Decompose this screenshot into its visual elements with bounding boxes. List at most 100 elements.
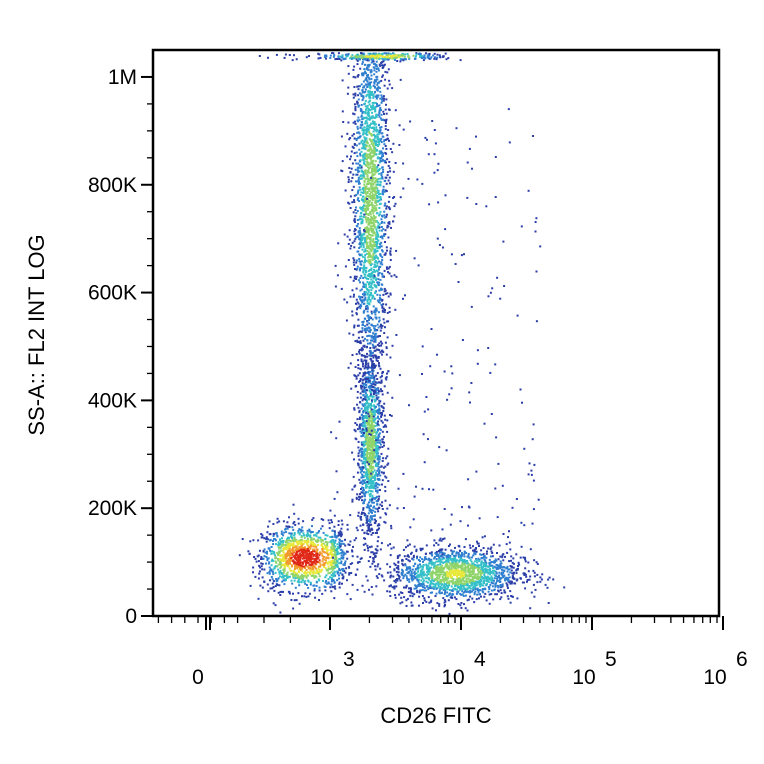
event-dot (368, 546, 371, 549)
event-dot (367, 427, 369, 430)
event-dot (306, 543, 309, 545)
event-dot (340, 552, 343, 554)
event-dot (463, 590, 466, 593)
event-dot (290, 557, 293, 560)
event-dot (430, 574, 433, 577)
event-dot (334, 545, 337, 548)
event-dot (414, 577, 417, 580)
event-dot (298, 546, 301, 549)
event-dot (473, 577, 476, 579)
event-dot (260, 556, 263, 558)
event-dot (524, 556, 526, 559)
event-dot (313, 543, 316, 546)
event-dot (300, 535, 303, 538)
event-dot (528, 578, 531, 581)
event-dot (326, 582, 329, 585)
event-dot (486, 578, 489, 580)
event-dot (372, 178, 375, 181)
event-dot (366, 521, 368, 524)
event-dot (478, 580, 481, 582)
event-dot (341, 170, 344, 173)
event-dot (297, 529, 300, 532)
event-dot (467, 577, 470, 580)
event-dot (482, 568, 485, 571)
event-dot (354, 209, 357, 211)
event-dot (367, 364, 370, 367)
event-dot (282, 568, 285, 571)
event-dot (477, 590, 480, 593)
event-dot (369, 240, 372, 243)
event-dot (367, 330, 370, 333)
event-dot (310, 555, 313, 557)
event-dot (441, 567, 443, 570)
event-dot (367, 420, 370, 423)
event-dot (277, 568, 280, 571)
event-dot (365, 437, 367, 440)
event-dot (378, 483, 381, 486)
event-dot (377, 94, 380, 97)
event-dot (277, 559, 280, 562)
event-dot (374, 487, 377, 490)
event-dot (500, 585, 503, 588)
event-dot (506, 570, 509, 573)
event-dot (465, 584, 468, 587)
event-dot (378, 123, 380, 126)
event-dot (379, 548, 382, 551)
event-dot (381, 508, 384, 510)
event-dot (424, 573, 427, 576)
event-dot (468, 586, 471, 589)
event-dot (387, 295, 390, 298)
event-dot (280, 554, 283, 557)
event-dot (333, 525, 336, 528)
event-dot (485, 571, 488, 574)
event-dot (376, 457, 379, 460)
event-dot (378, 399, 381, 402)
event-dot (338, 552, 341, 555)
event-dot (370, 273, 373, 276)
event-dot (441, 551, 444, 554)
event-dot (284, 555, 287, 558)
event-dot (338, 547, 340, 550)
event-dot (524, 573, 527, 576)
event-dot (471, 566, 474, 569)
event-dot (371, 511, 373, 514)
event-dot (361, 360, 364, 363)
event-dot (378, 466, 381, 469)
event-dot (315, 558, 318, 561)
event-dot (364, 430, 367, 433)
event-dot (374, 568, 377, 571)
event-dot (447, 565, 450, 568)
event-dot (323, 566, 326, 568)
event-dot (360, 387, 363, 390)
event-dot (384, 490, 387, 493)
event-dot (322, 580, 324, 582)
event-dot (432, 585, 435, 588)
event-dot (381, 263, 384, 266)
event-dot (467, 552, 470, 555)
event-dot (330, 540, 333, 543)
event-dot (266, 557, 269, 560)
event-dot (437, 570, 440, 573)
event-dot (303, 536, 306, 539)
event-dot (372, 142, 375, 145)
event-dot (446, 578, 449, 581)
event-dot (326, 541, 329, 544)
event-dot (506, 565, 509, 568)
event-dot (488, 558, 491, 561)
event-dot (482, 584, 485, 587)
event-dot (276, 534, 279, 537)
event-dot (506, 584, 509, 587)
event-dot (533, 575, 536, 578)
event-dot (377, 441, 380, 444)
event-dot (371, 457, 374, 460)
event-dot (541, 573, 544, 576)
event-dot (415, 587, 418, 590)
event-dot (333, 553, 336, 556)
event-dot (297, 563, 300, 566)
event-dot (463, 551, 466, 554)
event-dot (529, 575, 532, 578)
event-dot (306, 553, 309, 556)
event-dot (378, 111, 381, 114)
event-dot (445, 583, 447, 586)
event-dot (373, 376, 376, 379)
